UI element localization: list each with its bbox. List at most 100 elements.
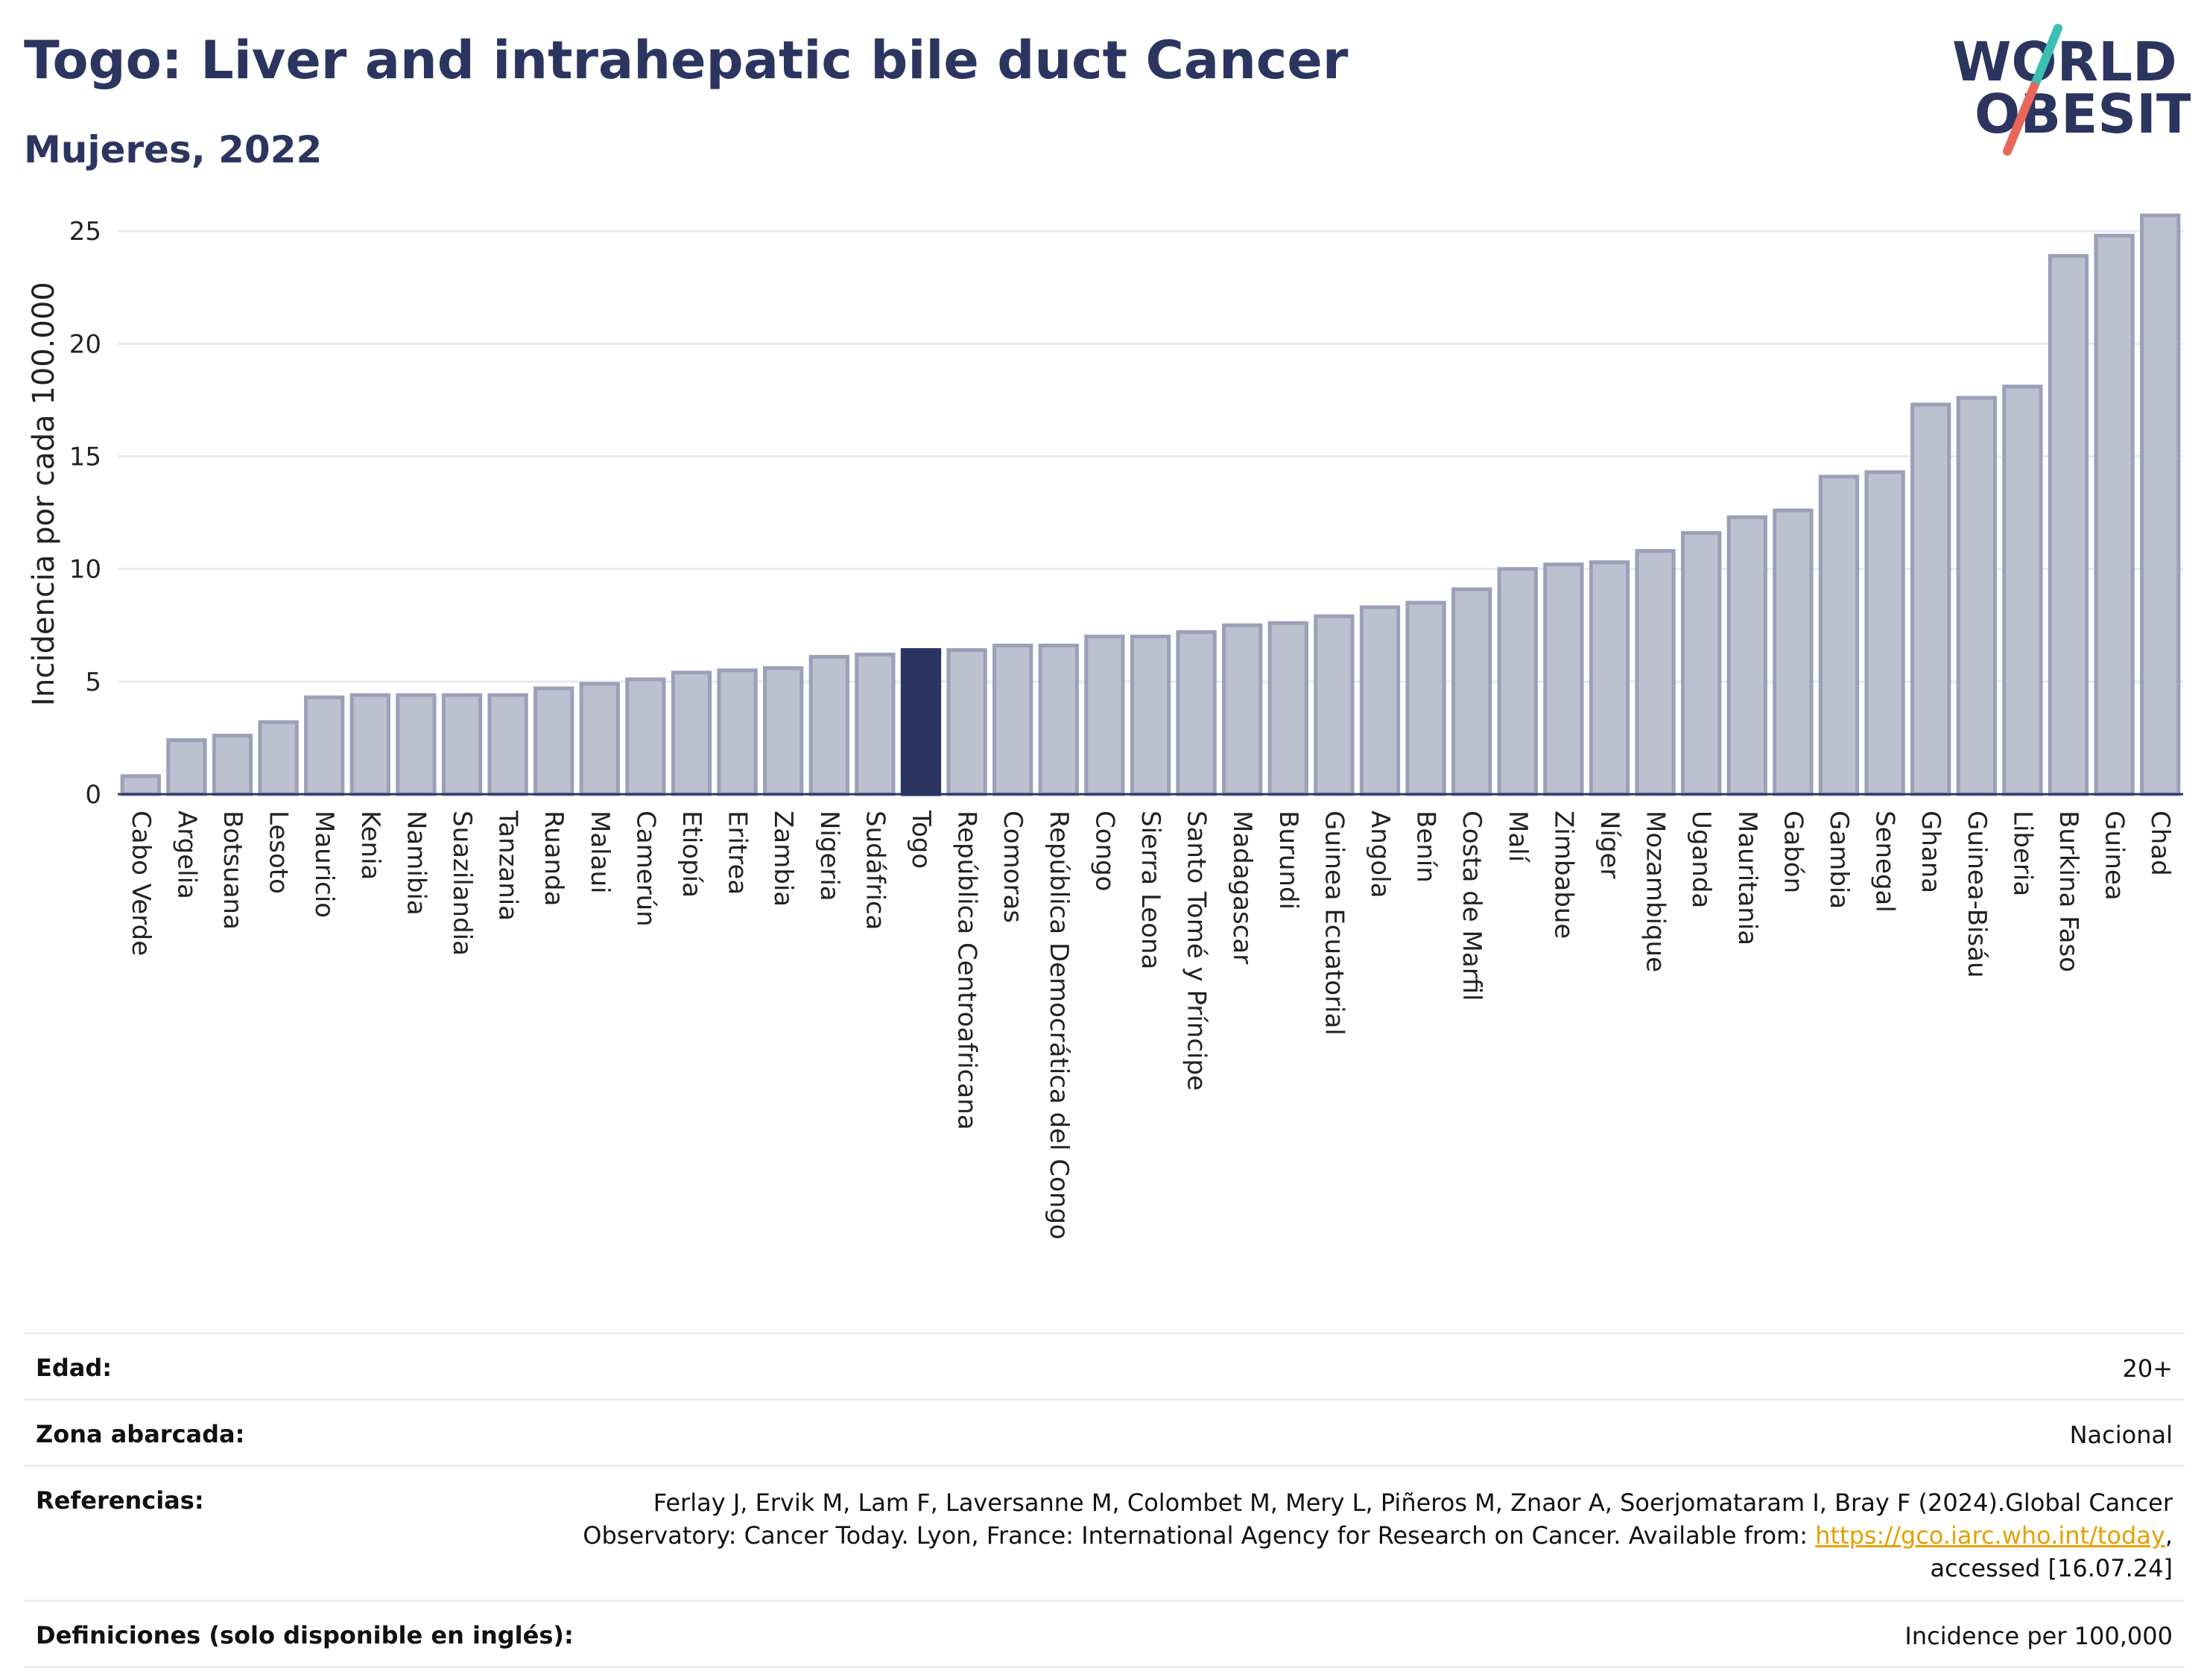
edad-label: Edad:	[36, 1354, 113, 1382]
bar-madagascar	[1222, 623, 1263, 796]
x-tick-label: Burkina Faso	[2053, 811, 2083, 972]
info-row-zona: Zona abarcada: Nacional	[24, 1398, 2185, 1465]
x-tick-label: Tanzania	[493, 810, 523, 921]
x-tick-label: Ghana	[1916, 811, 1945, 893]
bar-sierra-leona	[1130, 634, 1171, 796]
logo-slash-teal	[2030, 24, 2062, 91]
y-tick-label: 10	[69, 555, 101, 585]
bar-sudáfrica	[855, 653, 896, 796]
bar-mauricio	[304, 695, 345, 796]
y-tick-label: 25	[69, 217, 101, 247]
bar-eritrea	[717, 668, 758, 796]
bar-congo	[1084, 634, 1125, 796]
bar-zambia	[763, 666, 804, 796]
bar-cabo-verde	[120, 774, 161, 796]
y-axis-label: Incidencia por cada 100.000	[27, 282, 61, 706]
bar-guinea	[2094, 233, 2135, 796]
x-tick-label: Namibia	[401, 811, 431, 916]
bar-burundi	[1267, 621, 1308, 796]
bar-ghana	[1910, 402, 1951, 796]
bar-república-centroafricana	[946, 648, 987, 796]
bar-chart: 0 5 10 15 20 25 Incidencia por cada 100.000 Cab…	[27, 213, 2183, 1240]
bar-zimbabue	[1543, 562, 1584, 796]
x-tick-label: Ruanda	[539, 811, 569, 906]
x-tick-label: Argelia	[171, 811, 201, 899]
ref-line-2-end: ,	[2165, 1521, 2173, 1550]
x-tick-label: Etiopía	[677, 811, 706, 898]
x-tick-label: Madagascar	[1227, 811, 1257, 964]
bar-gabón	[1773, 508, 1814, 796]
x-tick-label: Uganda	[1686, 811, 1716, 908]
info-row-referencias: Referencias: Ferlay J, Ervik M, Lam F, L…	[24, 1465, 2185, 1600]
bar-mauritania	[1726, 515, 1767, 796]
x-tick-label: Liberia	[2007, 811, 2037, 896]
x-tick-label: Kenia	[355, 811, 385, 880]
x-tick-label: Santo Tomé y Príncipe	[1182, 811, 1212, 1091]
x-tick-label: Lesoto	[264, 811, 294, 894]
zona-value: Nacional	[2069, 1421, 2173, 1449]
bar-angola	[1359, 605, 1401, 796]
definiciones-label: Definiciones (solo disponible en inglés)…	[36, 1621, 574, 1649]
x-tick-label: Sudáfrica	[860, 811, 890, 930]
bar-botsuana	[212, 733, 253, 796]
x-tick-label: Burundi	[1273, 811, 1303, 910]
edad-value: 20+	[2122, 1354, 2173, 1383]
bar-argelia	[166, 738, 207, 796]
bar-senegal	[1864, 470, 1905, 796]
x-tick-label: Mauricio	[309, 811, 339, 918]
x-tick-label: República Centroafricana	[952, 811, 982, 1130]
bar-suazilandia	[441, 693, 483, 796]
x-tick-label: Senegal	[1870, 811, 1900, 913]
chart-title: Togo: Liver and intrahepatic bile duct C…	[24, 30, 1349, 91]
bar-malí	[1497, 567, 1538, 796]
info-row-edad: Edad: 20+	[24, 1332, 2185, 1398]
x-tick-label: Guinea	[2100, 811, 2129, 901]
bar-namibia	[396, 693, 437, 796]
y-tick-label: 20	[69, 329, 101, 359]
bar-benín	[1405, 600, 1446, 796]
bar-nigeria	[808, 655, 849, 796]
bar-república-democrática-del-congo	[1038, 643, 1079, 796]
x-tick-label: Eritrea	[723, 811, 753, 895]
ref-line-2: Observatory: Cancer Today. Lyon, France:…	[583, 1521, 1816, 1550]
bar-etiopía	[671, 671, 712, 796]
bar-ruanda	[533, 686, 574, 796]
bar-mozambique	[1635, 549, 1676, 796]
y-tick-label: 15	[69, 443, 101, 472]
bar-togo	[900, 648, 942, 796]
x-tick-label: Zambia	[768, 811, 798, 907]
ref-line-3: accessed [16.07.24]	[1930, 1554, 2173, 1582]
x-tick-label: Cabo Verde	[126, 811, 156, 956]
x-tick-label: Guinea-Bisáu	[1962, 811, 1992, 978]
y-tick-label: 0	[85, 780, 101, 810]
x-tick-label: Comoras	[998, 811, 1027, 923]
x-tick-label: Chad	[2145, 811, 2175, 876]
logo-slash-coral	[2003, 82, 2039, 156]
definiciones-value: Incidence per 100,000	[1904, 1622, 2173, 1650]
bar-chad	[2140, 213, 2181, 796]
x-tick-label: Togo	[906, 810, 936, 869]
bar-santo-tomé-y-príncipe	[1176, 630, 1217, 796]
x-tick-label: Mauritania	[1732, 811, 1762, 945]
zona-label: Zona abarcada:	[36, 1420, 245, 1448]
bar-guinea-bisáu	[1956, 396, 1997, 796]
bar-tanzania	[487, 693, 528, 796]
x-tick-label: República Democrática del Congo	[1044, 811, 1074, 1240]
y-tick-label: 5	[85, 668, 101, 697]
x-tick-label: Gabón	[1778, 811, 1808, 893]
referencias-value: Ferlay J, Ervik M, Lam F, Laversanne M, …	[583, 1486, 2173, 1585]
gco-link[interactable]: https://gco.iarc.who.int/today	[1815, 1521, 2165, 1550]
info-row-definiciones: Definiciones (solo disponible en inglés)…	[24, 1600, 2185, 1668]
x-tick-label: Guinea Ecuatorial	[1319, 811, 1349, 1036]
x-tick-label: Zimbabue	[1548, 811, 1578, 939]
referencias-label: Referencias:	[36, 1486, 204, 1515]
x-tick-label: Costa de Marfil	[1457, 811, 1486, 1001]
bar-gambia	[1818, 475, 1860, 796]
chart-subtitle: Mujeres, 2022	[24, 128, 323, 171]
logo-text-world: WORLD	[1952, 31, 2177, 93]
bar-uganda	[1681, 530, 1722, 796]
bar-costa-de-marfil	[1451, 587, 1492, 796]
bar-malaui	[579, 682, 620, 796]
bar-liberia	[2002, 384, 2043, 796]
bar-burkina-faso	[2048, 253, 2089, 796]
